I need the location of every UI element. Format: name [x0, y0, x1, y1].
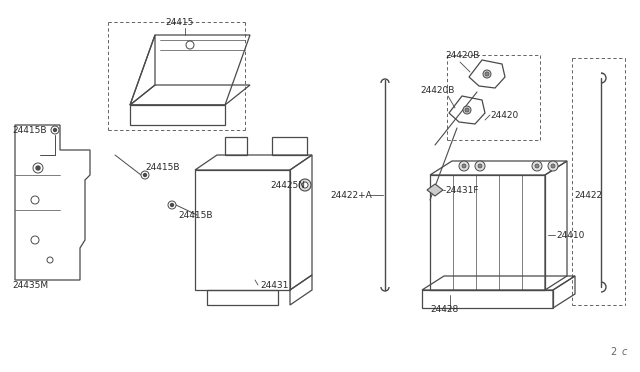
- Circle shape: [463, 106, 471, 114]
- Text: 2: 2: [610, 347, 616, 357]
- Text: 24415B: 24415B: [178, 211, 212, 219]
- Text: 24425N: 24425N: [270, 180, 305, 189]
- Circle shape: [459, 161, 469, 171]
- Circle shape: [483, 70, 491, 78]
- Text: 24431F: 24431F: [445, 186, 479, 195]
- Circle shape: [475, 161, 485, 171]
- Circle shape: [302, 182, 308, 188]
- Circle shape: [31, 236, 39, 244]
- Text: 24420: 24420: [490, 110, 518, 119]
- Circle shape: [168, 201, 176, 209]
- Polygon shape: [427, 184, 443, 196]
- Text: 24415B: 24415B: [12, 125, 47, 135]
- Text: 24428: 24428: [430, 305, 458, 314]
- Text: 24420B: 24420B: [445, 51, 479, 60]
- Circle shape: [299, 179, 311, 191]
- Circle shape: [31, 196, 39, 204]
- Circle shape: [170, 203, 173, 206]
- Circle shape: [186, 41, 194, 49]
- Circle shape: [485, 72, 489, 76]
- Text: 24415: 24415: [165, 17, 193, 26]
- Circle shape: [47, 257, 53, 263]
- Circle shape: [532, 161, 542, 171]
- Text: 24435M: 24435M: [12, 280, 48, 289]
- Text: 24422: 24422: [574, 190, 602, 199]
- Circle shape: [462, 164, 466, 168]
- Text: c: c: [622, 347, 627, 357]
- Circle shape: [548, 161, 558, 171]
- Circle shape: [36, 166, 40, 170]
- Circle shape: [535, 164, 539, 168]
- Circle shape: [54, 128, 56, 131]
- Circle shape: [51, 126, 59, 134]
- Text: 24431: 24431: [260, 280, 289, 289]
- Text: 24420B: 24420B: [420, 86, 454, 94]
- Circle shape: [33, 163, 43, 173]
- Circle shape: [465, 108, 469, 112]
- Circle shape: [141, 171, 149, 179]
- Text: 24415B: 24415B: [145, 163, 179, 171]
- Text: 24422+A: 24422+A: [330, 190, 372, 199]
- Text: 24410: 24410: [556, 231, 584, 240]
- Circle shape: [551, 164, 555, 168]
- Circle shape: [478, 164, 482, 168]
- Circle shape: [143, 173, 147, 176]
